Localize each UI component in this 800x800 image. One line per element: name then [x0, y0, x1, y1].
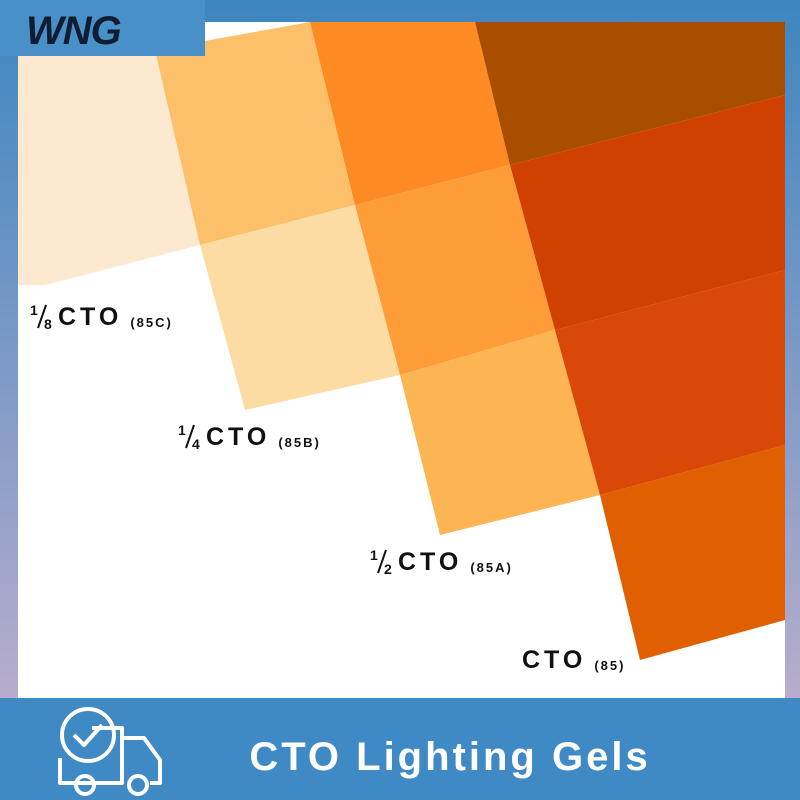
gel-full — [600, 445, 785, 660]
gel-name: CTO — [58, 303, 122, 331]
fraction-slash — [185, 424, 195, 449]
logo-box — [0, 0, 205, 56]
gel-half — [355, 165, 555, 375]
labels: 18 CTO (85C)14 CTO (85B)12 CTO (85A)CTO (85) — [30, 302, 625, 674]
gel-eighth — [18, 30, 200, 285]
truck-icon — [58, 707, 162, 796]
gel-name: CTO — [398, 548, 462, 576]
fraction-denominator: 4 — [192, 436, 200, 452]
fraction-slash — [37, 304, 47, 329]
banner — [0, 698, 800, 800]
gel-code: (85C) — [130, 315, 173, 330]
fraction-numerator: 1 — [30, 302, 38, 318]
gel-full — [510, 95, 785, 330]
gel-quarter — [155, 22, 355, 245]
gel-code: (85) — [594, 658, 625, 673]
gel-full — [475, 22, 785, 165]
gel-full — [555, 270, 785, 495]
gel-name: CTO — [206, 423, 270, 451]
banner-title: CTO Lighting Gels — [249, 735, 650, 779]
gel-sheets — [18, 22, 785, 660]
fraction-denominator: 8 — [44, 316, 52, 332]
gel-quarter — [200, 205, 400, 410]
gel-half — [310, 22, 510, 205]
fraction-denominator: 2 — [384, 561, 392, 577]
gel-code: (85B) — [278, 435, 321, 450]
fraction-numerator: 1 — [178, 422, 186, 438]
gel-half — [400, 330, 600, 535]
logo: WNG — [26, 9, 121, 53]
gel-name: CTO — [522, 646, 586, 674]
fraction-numerator: 1 — [370, 547, 378, 563]
gel-code: (85A) — [470, 560, 513, 575]
fraction-slash — [377, 549, 387, 574]
